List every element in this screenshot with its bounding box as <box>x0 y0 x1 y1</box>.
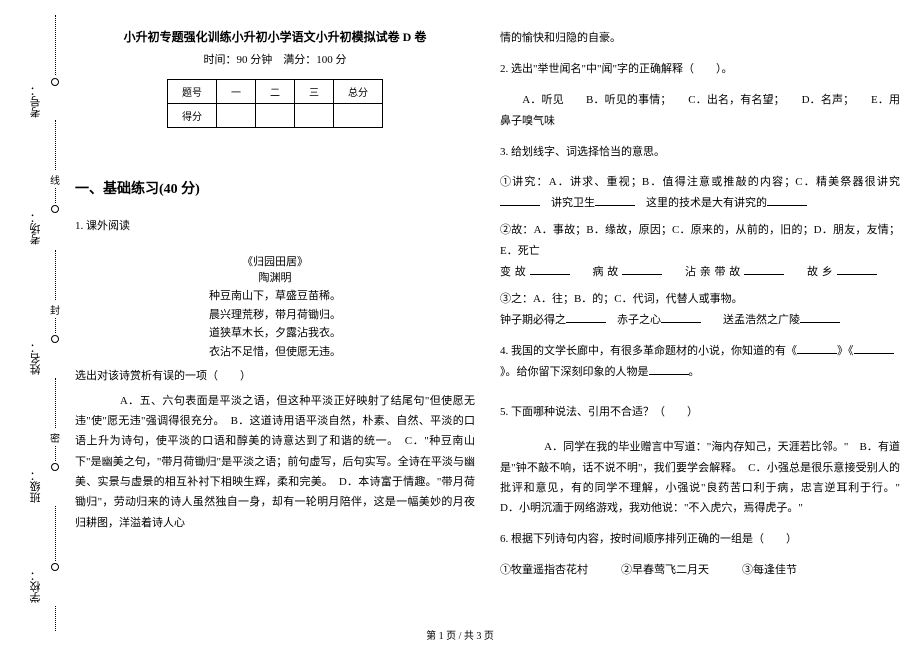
q2: 2. 选出"举世闻名"中"闻"字的正确解释（ ）。 <box>500 59 900 80</box>
blank <box>566 311 606 323</box>
poem-line: 晨兴理荒秽，带月荷锄归。 <box>75 306 475 325</box>
dot-circle <box>51 335 59 343</box>
q3-3c: 送孟浩然之广陵 <box>723 314 800 326</box>
item: 沾 亲 带 故 <box>685 266 741 278</box>
content-area: 小升初专题强化训练小升初小学语文小升初模拟试卷 D 卷 时间：90 分钟 满分：… <box>75 0 905 620</box>
td-blank <box>334 104 383 128</box>
poem-line: 种豆南山下，草盛豆苗稀。 <box>75 287 475 306</box>
label-examno: 考号： <box>28 85 44 118</box>
th-2: 二 <box>256 80 295 104</box>
page-footer: 第 1 页 / 共 3 页 <box>0 627 920 642</box>
q3-1b: 讲究卫生 <box>551 197 595 209</box>
poem-line: 道狭草木长，夕露沾我衣。 <box>75 324 475 343</box>
blank <box>649 363 689 375</box>
exam-title: 小升初专题强化训练小升初小学语文小升初模拟试卷 D 卷 <box>75 28 475 45</box>
cut-char-mi: 密 <box>50 430 60 445</box>
q1-prompt: 选出对该诗赏析有误的一项（ ） <box>75 366 475 387</box>
dot-circle <box>51 205 59 213</box>
q3-1c: 这里的技术是大有讲究的 <box>646 197 767 209</box>
binding-margin: 考号： 线 考场： 封 姓名： 密 班级： 学校： <box>0 0 60 650</box>
table-row: 题号 一 二 三 总分 <box>168 80 383 104</box>
q3-sub1: ①讲究：A．讲求、重视；B．值得注意或推敲的内容；C．精美祭器很讲究 讲究卫生 … <box>500 172 900 214</box>
column-right: 情的愉快和归隐的自豪。 2. 选出"举世闻名"中"闻"字的正确解释（ ）。 A．… <box>500 28 900 620</box>
th-1: 一 <box>217 80 256 104</box>
q1-label: 1. 课外阅读 <box>75 216 475 237</box>
th-3: 三 <box>295 80 334 104</box>
cut-char-xian: 线 <box>50 172 60 187</box>
q3: 3. 给划线字、词选择恰当的意思。 <box>500 142 900 163</box>
dotted-segment <box>55 120 56 170</box>
q5: 5. 下面哪种说法、引用不合适？（ ） <box>500 402 900 423</box>
q1-options: A．五、六句表面是平淡之语，但这种平淡正好映射了结尾句"但使愿无违"使"愿无违"… <box>75 391 475 533</box>
td-blank <box>217 104 256 128</box>
exam-subtitle: 时间：90 分钟 满分：100 分 <box>75 51 475 67</box>
dotted-segment <box>55 250 56 300</box>
item: 病 故 <box>593 266 619 278</box>
blank <box>661 311 701 323</box>
table-row: 得分 <box>168 104 383 128</box>
blank <box>797 342 837 354</box>
q3-3a: 钟子期必得之 <box>500 314 566 326</box>
td-blank <box>256 104 295 128</box>
q1-continuation: 情的愉快和归隐的自豪。 <box>500 28 900 49</box>
td-score-label: 得分 <box>168 104 217 128</box>
blank <box>530 263 570 275</box>
poem-line: 衣沾不足惜，但使愿无违。 <box>75 343 475 362</box>
q3-sub3-items: 钟子期必得之 赤子之心 送孟浩然之广陵 <box>500 310 900 331</box>
dot-circle <box>51 78 59 86</box>
blank <box>800 311 840 323</box>
q5-options: A．同学在我的毕业赠言中写道："海内存知己，天涯若比邻。" B．有道是"钟不敲不… <box>500 437 900 518</box>
column-left: 小升初专题强化训练小升初小学语文小升初模拟试卷 D 卷 时间：90 分钟 满分：… <box>75 28 475 620</box>
q3-3b: 赤子之心 <box>617 314 661 326</box>
dotted-segment <box>55 378 56 428</box>
section-heading: 一、基础练习(40 分) <box>75 178 475 198</box>
blank <box>744 263 784 275</box>
th-total: 总分 <box>334 80 383 104</box>
q2-options: A．听见 B．听见的事情； C．出名，有名望； D．名声； E．用鼻子嗅气味 <box>500 90 900 132</box>
cut-char-feng: 封 <box>50 302 60 317</box>
q4: 4. 我国的文学长廊中，有很多革命题材的小说，你知道的有《》《》。给你留下深刻印… <box>500 341 900 383</box>
dot-circle <box>51 463 59 471</box>
blank <box>767 194 807 206</box>
blank <box>837 263 877 275</box>
blank <box>622 263 662 275</box>
q3-sub2: ②故：A．事故；B．缘故，原因；C．原来的，从前的，旧的；D．朋友，友情；E．死… <box>500 220 900 262</box>
dotted-segment <box>55 15 56 75</box>
q3-sub2-items: 变 故 病 故 沾 亲 带 故 故 乡 <box>500 262 900 283</box>
item: 故 乡 <box>807 266 833 278</box>
q3-1-text: ①讲究：A．讲求、重视；B．值得注意或推敲的内容；C．精美祭器很讲究 <box>500 176 900 188</box>
q6: 6. 根据下列诗句内容，按时间顺序排列正确的一组是（ ） <box>500 529 900 550</box>
th-num: 题号 <box>168 80 217 104</box>
label-school: 学校： <box>28 570 44 603</box>
td-blank <box>295 104 334 128</box>
label-name: 姓名： <box>28 342 44 375</box>
poem-title: 《归园田居》 <box>75 253 475 269</box>
item: 变 故 <box>500 266 526 278</box>
blank <box>500 194 540 206</box>
dotted-segment <box>55 188 56 203</box>
poem-author: 陶渊明 <box>75 269 475 285</box>
blank <box>595 194 635 206</box>
label-room: 考场： <box>28 212 44 245</box>
q6-items: ①牧童遥指杏花村 ②早春莺飞二月天 ③每逢佳节 <box>500 560 900 581</box>
label-class: 班级： <box>28 470 44 503</box>
dotted-segment <box>55 446 56 461</box>
blank <box>854 342 894 354</box>
q3-sub3: ③之：A．往；B．的；C．代词，代替人或事物。 <box>500 289 900 310</box>
score-table: 题号 一 二 三 总分 得分 <box>167 79 383 128</box>
dotted-segment <box>55 506 56 561</box>
dot-circle <box>51 563 59 571</box>
dotted-segment <box>55 318 56 333</box>
